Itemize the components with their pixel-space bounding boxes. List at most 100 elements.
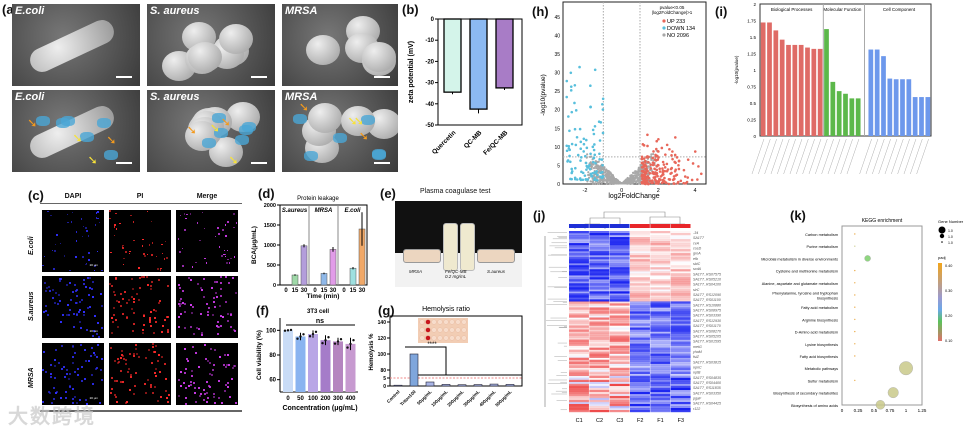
hemolysis-bar (457, 384, 467, 387)
fluor-dot (93, 269, 96, 272)
heatmap-cell (670, 349, 691, 352)
volcano-point-down (585, 146, 589, 150)
heatmap-cell (589, 289, 610, 292)
go-term-label-blur (808, 138, 822, 175)
fluor-dot (113, 393, 116, 396)
volcano-point-up (652, 150, 655, 153)
heatmap-cell (589, 295, 610, 298)
heatmap-cell (589, 261, 610, 264)
heatmap-cell (650, 339, 671, 342)
heatmap-cell (569, 357, 589, 360)
fluor-dot (86, 402, 88, 405)
plate-well (449, 327, 455, 333)
volcano-point-up (652, 176, 656, 179)
fluor-dot (119, 356, 122, 359)
fluor-dot (178, 283, 181, 286)
fluor-dot (179, 214, 182, 217)
fluor-dot (144, 382, 147, 385)
fluor-dot (54, 349, 57, 352)
volcano-point-down (588, 167, 592, 171)
heatmap-cell (569, 251, 589, 254)
fluor-dot (166, 315, 169, 318)
heatmap-cell (569, 363, 589, 366)
fluor-dot (155, 320, 158, 323)
heatmap-cell (569, 249, 589, 252)
volcano-point-up (661, 170, 665, 174)
fluor-dot (154, 374, 157, 377)
heatmap-cell (670, 243, 691, 246)
data-point (283, 329, 287, 332)
fluor-dot (141, 276, 144, 279)
leakage-tick-label: 1500 (264, 223, 276, 229)
coagulase-photo: MRSA Fe/QC-MB 0.2 mg/mL S.aureus (395, 201, 522, 287)
heatmap-cell (609, 261, 630, 264)
fluor-dot (228, 395, 231, 398)
heatmap-cell (670, 281, 691, 284)
volcano-point-up (674, 174, 678, 177)
fluor-dot (206, 314, 209, 317)
heatmap-cell (630, 273, 650, 276)
heatmap-cell (670, 377, 691, 381)
heatmap-cell (630, 341, 650, 344)
heatmap-cell (569, 389, 589, 393)
fluor-dot (214, 306, 217, 309)
fluor-dot (153, 309, 156, 312)
heatmap-cell (650, 385, 671, 389)
heatmap-cell (569, 307, 589, 310)
heatmap-cell (630, 309, 650, 312)
heatmap-cell (609, 361, 630, 364)
leakage-time-label: 15 (350, 288, 357, 294)
scale-bar (251, 162, 267, 164)
heatmap-cell (569, 235, 589, 238)
fluor-dot (161, 252, 164, 254)
divider-top (40, 203, 242, 204)
fluor-dot (85, 227, 87, 229)
fluor-dot (205, 262, 208, 264)
heatmap-cell (609, 409, 630, 413)
volcano-point-down (601, 175, 605, 178)
heatmap-cell (671, 263, 691, 265)
fluor-dot (178, 394, 181, 397)
heatmap-cell (650, 367, 671, 370)
heatmap-cell (609, 239, 630, 242)
volcano-point-up (693, 150, 697, 153)
volcano-point-down (598, 152, 601, 156)
fluor-dot (178, 287, 181, 290)
volcano-point-ns (608, 182, 611, 185)
heatmap-cell (650, 327, 671, 330)
fluor-column-header: DAPI (64, 193, 82, 200)
volcano-point-down (567, 115, 570, 118)
kegg-bubble (899, 361, 913, 376)
fluor-dot (163, 319, 166, 322)
volcano-point-up (671, 178, 675, 182)
fluor-dot (160, 356, 163, 359)
fluor-dot (229, 326, 232, 329)
volcano-point-down (584, 161, 588, 165)
zeta-tick-label: 0 (431, 17, 435, 23)
fluor-dot (123, 357, 126, 360)
go-term-label-blur (764, 138, 777, 175)
volcano-point-down (593, 143, 596, 146)
heatmap-cell (670, 333, 691, 336)
fluor-dot (223, 253, 225, 256)
fluor-dot (205, 357, 208, 360)
arrow-icon: ➘ (353, 114, 364, 129)
heatmap-cell (670, 231, 691, 234)
fluor-dot (74, 290, 77, 293)
fluor-dot (181, 301, 184, 304)
heatmap-cell (630, 385, 650, 389)
volcano-legend-title: |log2FoldChange|>1 (652, 10, 693, 15)
volcano-point-ns (606, 181, 609, 184)
heatmap-cell (630, 357, 650, 360)
heatmap-cell (650, 343, 671, 346)
volcano-point-up (651, 156, 655, 160)
data-point (336, 340, 340, 343)
fluor-dot (164, 240, 167, 243)
kegg-term-label: Metabolic pathways (805, 367, 838, 371)
volcano-point-down (575, 135, 579, 139)
heatmap-cell (670, 307, 691, 310)
heatmap-cell (569, 317, 589, 319)
fluor-dot (183, 303, 186, 306)
heatmap-cell (670, 251, 691, 254)
heatmap-cell (670, 329, 691, 332)
